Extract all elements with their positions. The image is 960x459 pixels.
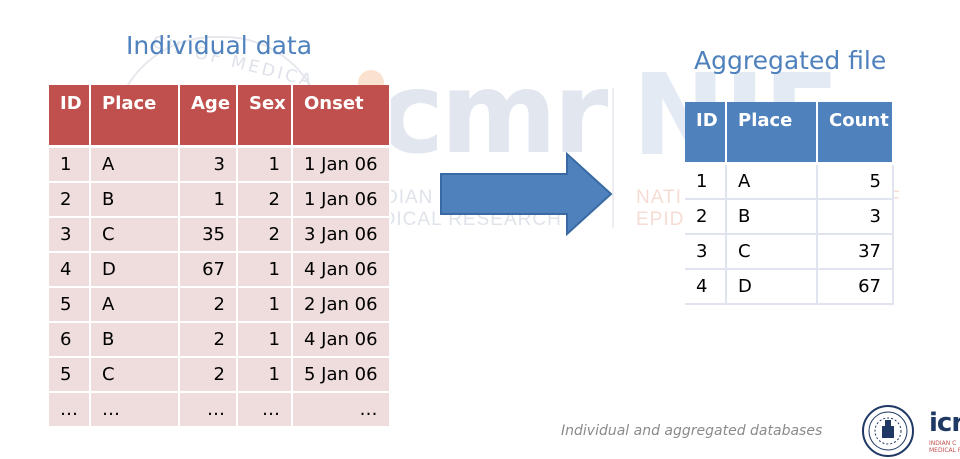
cell-place: D [90, 252, 180, 288]
cell-id: 5 [49, 287, 91, 323]
table-row: 4 D 67 [685, 269, 894, 305]
cell-sex: 1 [237, 322, 293, 358]
table-row: 2 B 3 [685, 199, 894, 235]
table-header-row: ID Place Age Sex Onset [49, 85, 391, 148]
table-row: 2 B 1 2 1 Jan 06 [49, 182, 391, 218]
cell-place: B [726, 199, 818, 235]
cell-age: 1 [179, 182, 238, 218]
cell-onset: 2 Jan 06 [292, 287, 391, 323]
cell-age: 2 [179, 322, 238, 358]
cell-sex: … [237, 392, 293, 428]
cell-age: 2 [179, 287, 238, 323]
table-header-row: ID Place Count [685, 102, 894, 165]
cell-place: B [90, 182, 180, 218]
cell-place: D [726, 269, 818, 305]
table-row: 1 A 3 1 1 Jan 06 [49, 146, 391, 183]
table-row: 3 C 35 2 3 Jan 06 [49, 217, 391, 253]
table-row: … … … … … [49, 392, 391, 428]
watermark-nie-line1: NATI [636, 187, 682, 208]
cell-age: 3 [179, 146, 238, 183]
column-header-sex: Sex [237, 85, 293, 148]
cell-id: 4 [49, 252, 91, 288]
column-header-id: ID [49, 85, 91, 148]
column-header-onset: Onset [292, 85, 391, 148]
column-header-place: Place [726, 102, 818, 165]
cell-id: 1 [49, 146, 91, 183]
cell-count: 5 [817, 163, 894, 200]
cell-age: … [179, 392, 238, 428]
cell-sex: 1 [237, 357, 293, 393]
cell-sex: 1 [237, 287, 293, 323]
cell-id: 4 [685, 269, 727, 305]
cell-sex: 1 [237, 146, 293, 183]
cell-age: 67 [179, 252, 238, 288]
cell-onset: 1 Jan 06 [292, 146, 391, 183]
cell-age: 35 [179, 217, 238, 253]
cell-id: 5 [49, 357, 91, 393]
cell-onset: 1 Jan 06 [292, 182, 391, 218]
table-row: 3 C 37 [685, 234, 894, 270]
icmr-logo-subtext: INDIAN C MEDICAL R [929, 440, 960, 454]
icmr-seal-logo [862, 405, 914, 457]
aggregated-file-title: Aggregated file [694, 46, 887, 75]
cell-place: C [726, 234, 818, 270]
aggregated-file-table: ID Place Count 1 A 5 2 B 3 3 C 37 4 D 67 [685, 102, 894, 305]
column-header-count: Count [817, 102, 894, 165]
cell-onset: 4 Jan 06 [292, 252, 391, 288]
cell-sex: 2 [237, 217, 293, 253]
cell-count: 37 [817, 234, 894, 270]
cell-place: C [90, 217, 180, 253]
cell-id: 1 [685, 163, 727, 200]
table-row: 5 C 2 1 5 Jan 06 [49, 357, 391, 393]
column-header-age: Age [179, 85, 238, 148]
cell-id: 2 [685, 199, 727, 235]
individual-data-table: ID Place Age Sex Onset 1 A 3 1 1 Jan 06 … [49, 85, 391, 428]
column-header-id: ID [685, 102, 727, 165]
column-header-place: Place [90, 85, 180, 148]
table-row: 1 A 5 [685, 163, 894, 200]
cell-onset: 3 Jan 06 [292, 217, 391, 253]
cell-place: A [90, 287, 180, 323]
cell-age: 2 [179, 357, 238, 393]
cell-id: … [49, 392, 91, 428]
cell-id: 3 [49, 217, 91, 253]
cell-sex: 1 [237, 252, 293, 288]
icmr-logo-word: icr [929, 408, 960, 438]
cell-onset: 4 Jan 06 [292, 322, 391, 358]
cell-id: 6 [49, 322, 91, 358]
cell-count: 67 [817, 269, 894, 305]
table-row: 6 B 2 1 4 Jan 06 [49, 322, 391, 358]
individual-data-title: Individual data [126, 31, 313, 60]
right-arrow-icon [440, 152, 613, 236]
cell-id: 2 [49, 182, 91, 218]
cell-place: A [90, 146, 180, 183]
slide-caption: Individual and aggregated databases [561, 423, 823, 439]
watermark-nie-line2: EPID [636, 209, 685, 230]
cell-sex: 2 [237, 182, 293, 218]
cell-place: A [726, 163, 818, 200]
table-row: 4 D 67 1 4 Jan 06 [49, 252, 391, 288]
cell-onset: 5 Jan 06 [292, 357, 391, 393]
cell-place: B [90, 322, 180, 358]
cell-onset: … [292, 392, 391, 428]
cell-id: 3 [685, 234, 727, 270]
table-row: 5 A 2 1 2 Jan 06 [49, 287, 391, 323]
cell-count: 3 [817, 199, 894, 235]
cell-place: C [90, 357, 180, 393]
cell-place: … [90, 392, 180, 428]
